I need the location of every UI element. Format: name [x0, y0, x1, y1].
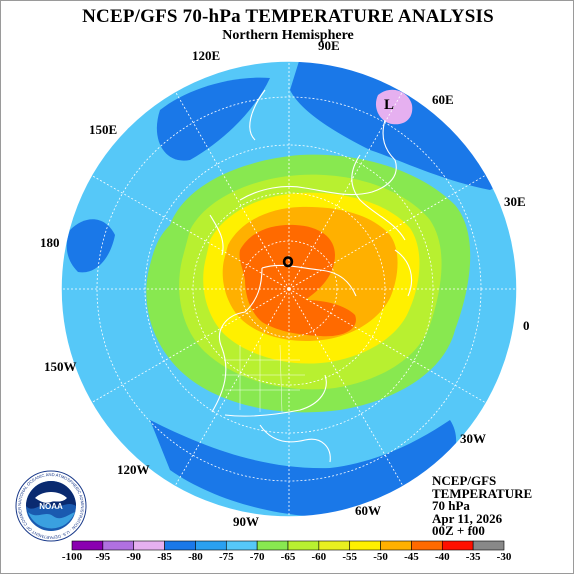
info-line-model: NCEP/GFS [432, 473, 497, 488]
noaa-logo-text: NOAA [39, 502, 63, 511]
map-title: NCEP/GFS 70-hPa TEMPERATURE ANALYSIS [82, 6, 494, 27]
lon-label-30e: 30E [504, 194, 526, 209]
info-line-date: Apr 11, 2026 [432, 510, 503, 526]
pole-marker-icon: 𝐎 [283, 256, 294, 271]
lon-label-30w: 30W [460, 431, 486, 446]
colorbar-tick-label: -100 [61, 551, 83, 563]
info-line-cycle: 00Z + f00 [432, 523, 485, 538]
coastlines [209, 89, 413, 463]
lon-label-60w: 60W [355, 503, 381, 518]
colorbar-tick-label: -95 [95, 551, 111, 563]
colorbar-tick-label: -50 [373, 551, 388, 563]
state-lines [222, 344, 305, 413]
temperature-region-dark-south [150, 420, 457, 517]
lon-label-120w: 120W [117, 462, 150, 477]
colorbar-tick-label: -90 [126, 551, 142, 563]
lon-label-0: 0 [523, 318, 530, 333]
colorbar-tick-label: -55 [342, 551, 358, 563]
colorbar-tick-label: -65 [280, 551, 296, 563]
noaa-logo: NOAA NATIONAL OCEANIC AND ATMOSPHERIC AD… [15, 470, 87, 542]
lon-label-180: 180 [40, 235, 60, 250]
lon-label-150e: 150E [89, 122, 118, 137]
temperature-region-low [375, 89, 413, 125]
lon-label-90w: 90W [233, 514, 259, 529]
colorbar-tick-label: -30 [496, 551, 512, 563]
colorbar-tick-label: -70 [249, 551, 265, 563]
colorbar-tick-label: -85 [157, 551, 172, 563]
colorbar-tick-label: -60 [311, 551, 327, 563]
temperature-region-dark-west [66, 219, 115, 273]
temperature-region-core [239, 224, 356, 337]
colorbar-tick-label: -45 [404, 551, 419, 563]
colorbar-tick-label: -80 [188, 551, 203, 563]
temperature-region-dark-northwest [156, 77, 270, 161]
graticule [61, 61, 517, 517]
info-line-level: 70 hPa [432, 498, 470, 513]
colorbar-tick-label: -40 [434, 551, 450, 563]
product-info: NCEP/GFS TEMPERATURE 70 hPa Apr 11, 2026… [432, 473, 533, 538]
lon-label-60e: 60E [432, 92, 454, 107]
lon-label-90e: 90E [318, 38, 340, 53]
colorbar-tick-label: -75 [218, 551, 234, 563]
lon-label-120e: 120E [192, 48, 221, 63]
low-marker: L [384, 97, 394, 113]
lon-label-150w: 150W [44, 359, 77, 374]
info-line-variable: TEMPERATURE [432, 485, 533, 501]
map-subtitle: Northern Hemisphere [222, 28, 354, 43]
colorbar-tick-label: -35 [465, 551, 481, 563]
